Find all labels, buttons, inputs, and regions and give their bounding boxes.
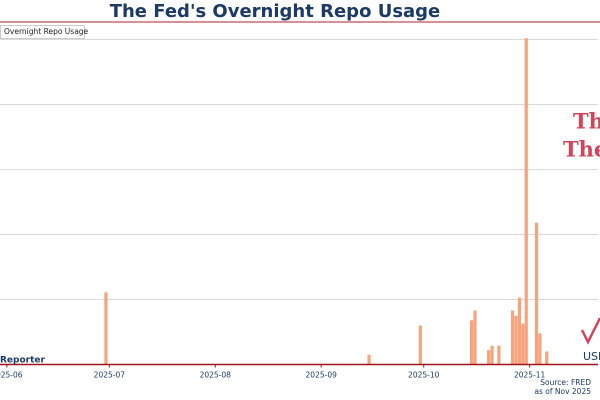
x-tick-label: 2025-09	[306, 371, 338, 380]
bar	[497, 345, 501, 365]
annotation: The	[563, 137, 600, 162]
watermark: Reporter	[0, 356, 46, 366]
note: as of Nov 2025	[534, 387, 591, 396]
bars	[104, 38, 549, 365]
legend-box	[0, 25, 85, 39]
x-ticks: 2025-06 2025-07 2025-08 2025-09 2025-10 2025-…	[0, 364, 546, 380]
check-icon	[580, 317, 600, 345]
bar	[367, 354, 371, 365]
bar	[473, 310, 477, 365]
bar	[469, 320, 474, 365]
x-tick-label: 2025-10	[408, 371, 440, 380]
watermark: USD	[583, 350, 600, 363]
source: Source: FRED	[540, 378, 591, 387]
legend: Overnight Repo Usage	[0, 25, 89, 39]
x-tick-label: 2025-06	[0, 371, 23, 380]
bar	[524, 38, 528, 365]
x-tick-label: 2025-07	[94, 371, 126, 380]
bar	[514, 315, 518, 365]
chart-title: The Fed's Overnight Repo Usage	[110, 1, 441, 22]
bar	[418, 325, 422, 365]
bar	[538, 333, 542, 365]
x-tick-label: 2025-08	[200, 371, 232, 380]
bar	[517, 297, 522, 365]
x-tick-label: 2025-11	[514, 371, 546, 380]
bar	[487, 350, 491, 365]
legend-label: Overnight Repo Usage	[4, 27, 89, 36]
bar	[510, 310, 515, 365]
grid	[0, 39, 598, 365]
bar	[490, 345, 494, 365]
bar	[534, 222, 539, 365]
annotation: Th	[573, 109, 600, 134]
bar	[104, 292, 108, 365]
bar	[521, 323, 525, 365]
bar	[545, 351, 549, 365]
